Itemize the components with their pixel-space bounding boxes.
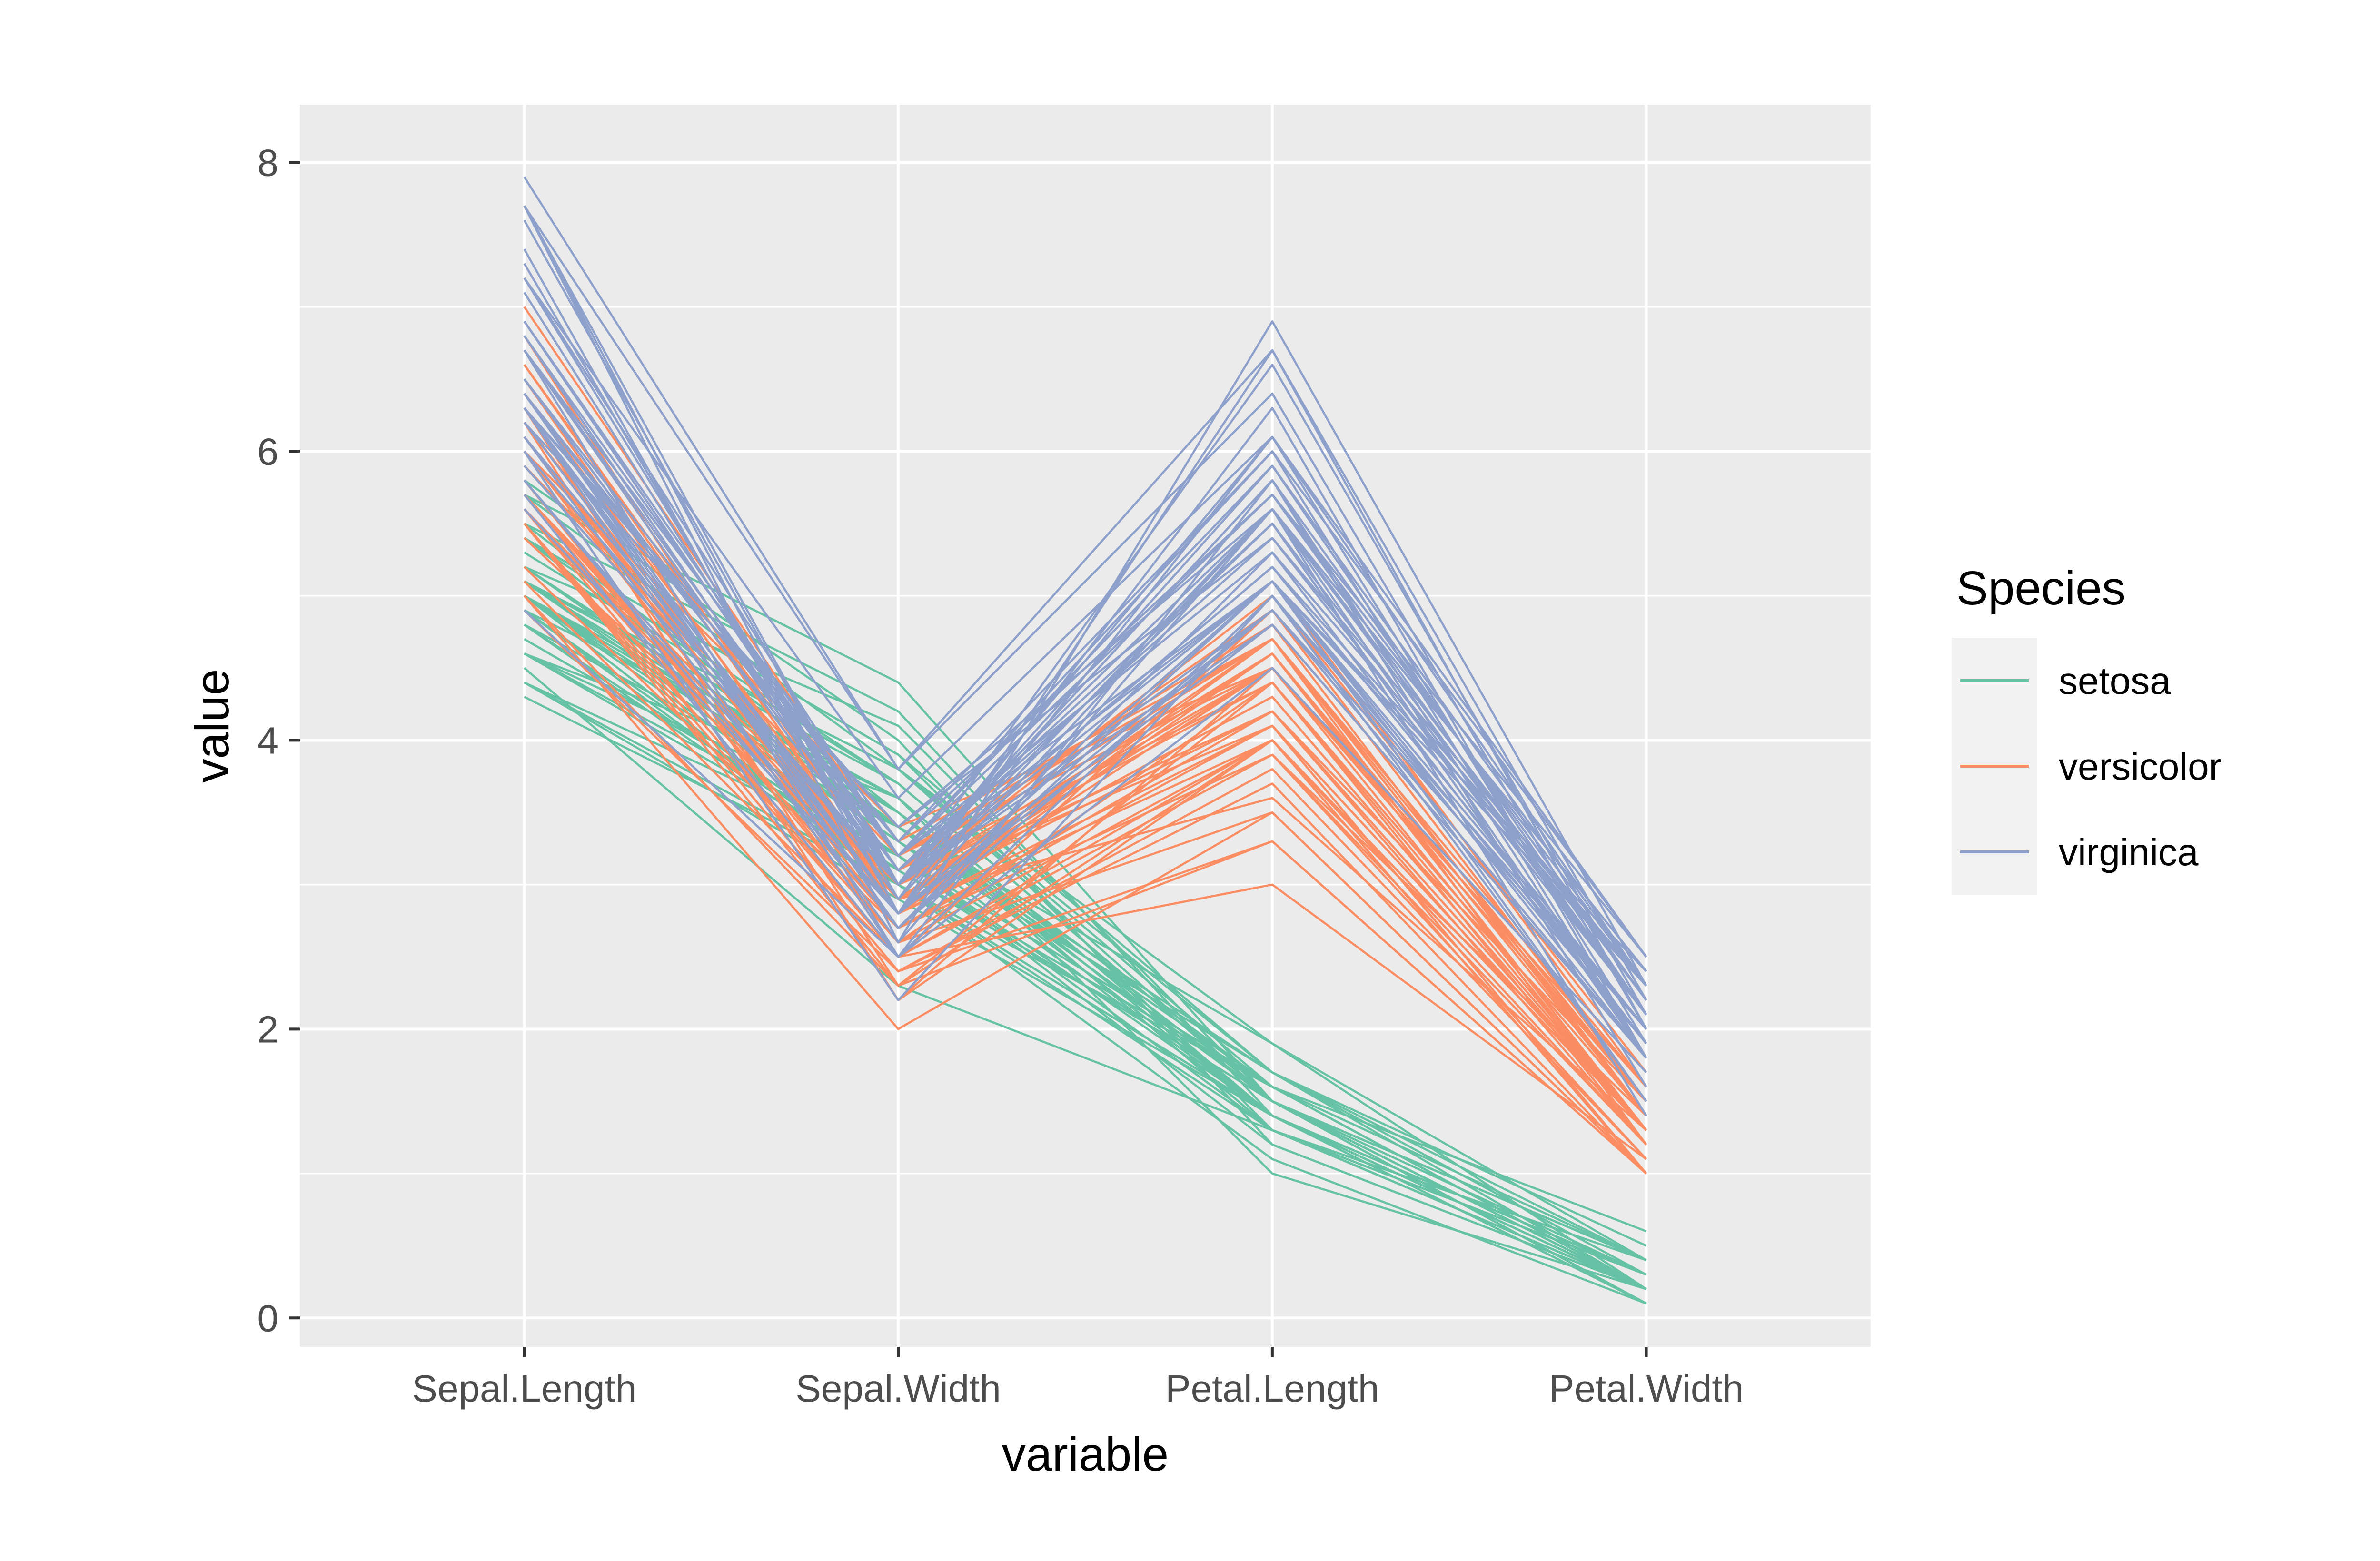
- series-line-virginica: [523, 349, 1647, 972]
- series-line-virginica: [523, 451, 1647, 1102]
- x-tick-label: Petal.Width: [1549, 1367, 1744, 1410]
- legend-label-virginica: virginica: [2059, 831, 2199, 873]
- series-line-virginica: [523, 378, 1647, 1030]
- legend-title: Species: [1956, 562, 2126, 615]
- series-line-virginica: [523, 609, 1647, 1073]
- legend: Species setosa versicolor virginica: [1952, 562, 2221, 895]
- series-line-versicolor: [523, 580, 1647, 1160]
- x-tick-label: Sepal.Width: [795, 1367, 1001, 1410]
- series-line-virginica: [523, 349, 1647, 958]
- y-tick-label: 0: [258, 1297, 279, 1339]
- series-line-virginica: [523, 205, 1647, 1030]
- x-tick-label: Sepal.Length: [412, 1367, 637, 1410]
- x-axis-title: variable: [1002, 1428, 1169, 1481]
- y-tick-label: 6: [258, 430, 279, 473]
- series-line-virginica: [523, 422, 1647, 987]
- series-line-virginica: [523, 205, 1647, 1001]
- series-line-virginica: [523, 277, 1647, 958]
- axes: 0 2 4 6 8 Sepal.Length Sepal.Width Petal.Length…: [258, 141, 1744, 1410]
- legend-label-versicolor: versicolor: [2059, 745, 2221, 788]
- y-tick-label: 2: [258, 1008, 279, 1050]
- series-line-versicolor: [523, 523, 1647, 1175]
- series-line-virginica: [523, 393, 1647, 1001]
- data-lines: [523, 176, 1647, 1305]
- y-tick-label: 4: [258, 719, 279, 761]
- series-virginica: [523, 176, 1647, 1116]
- series-line-versicolor: [523, 595, 1647, 1175]
- series-line-versicolor: [523, 523, 1647, 1131]
- legend-label-setosa: setosa: [2059, 660, 2171, 702]
- series-line-virginica: [523, 465, 1647, 1059]
- x-tick-label: Petal.Length: [1165, 1367, 1379, 1410]
- series-line-virginica: [523, 479, 1647, 1045]
- y-axis-title: value: [186, 669, 239, 782]
- y-tick-label: 8: [258, 141, 279, 184]
